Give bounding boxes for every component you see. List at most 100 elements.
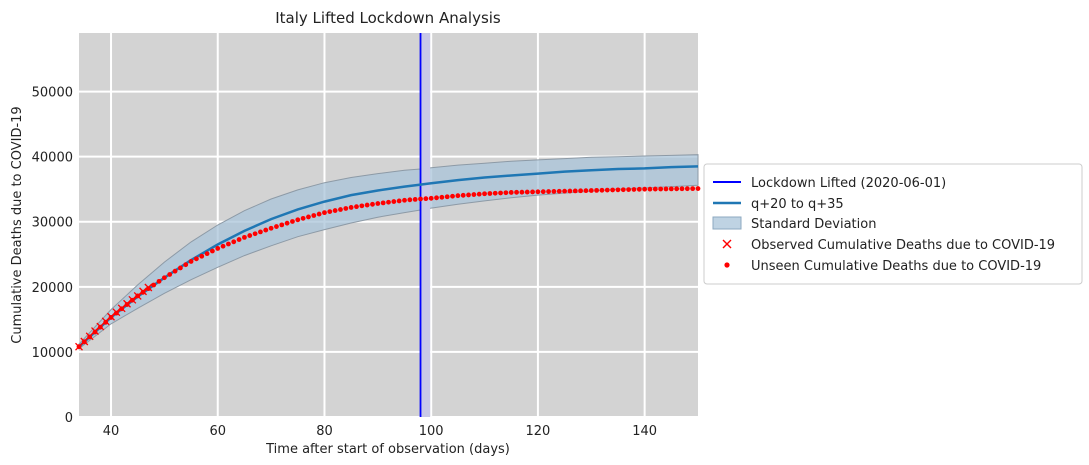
unseen-marker [119, 306, 125, 312]
unseen-marker [455, 193, 461, 199]
unseen-marker [386, 199, 391, 205]
x-axis-label: Time after start of observation (days) [265, 442, 510, 457]
lockdown-line [419, 33, 431, 417]
unseen-marker [674, 186, 680, 192]
legend-label-band: Standard Deviation [751, 217, 876, 232]
unseen-marker [359, 203, 365, 209]
unseen-marker [327, 209, 333, 214]
std-band [78, 154, 699, 350]
unseen-marker [551, 189, 557, 194]
x-ticks: 40 60 80 100 120 140 [103, 424, 657, 439]
unseen-marker [684, 186, 690, 192]
unseen-marker [124, 302, 130, 307]
unseen-marker [274, 224, 279, 229]
unseen-marker [562, 188, 567, 194]
unseen-marker [567, 188, 573, 194]
y-tick-label: 20000 [32, 281, 73, 296]
x-tick-label: 40 [103, 424, 120, 439]
unseen-marker [156, 278, 162, 284]
unseen-marker [188, 259, 194, 264]
unseen-marker [231, 239, 237, 245]
unseen-marker [316, 211, 322, 217]
unseen-marker [247, 233, 253, 238]
unseen-marker [444, 194, 450, 200]
unseen-marker [81, 339, 87, 345]
unseen-marker [519, 189, 525, 195]
unseen-marker [434, 195, 439, 201]
unseen-marker [306, 214, 311, 220]
unseen-marker [652, 186, 658, 192]
unseen-marker [226, 241, 231, 247]
legend-label-lockdown: Lockdown Lifted (2020-06-01) [751, 176, 946, 191]
std-band-area [78, 154, 699, 350]
unseen-marker [236, 237, 242, 242]
unseen-marker [204, 251, 210, 257]
unseen-marker [423, 196, 429, 202]
unseen-marker [322, 210, 327, 216]
legend-swatch-band [712, 216, 742, 230]
unseen-marker [332, 208, 338, 213]
unseen-marker [540, 189, 546, 195]
plot-background [79, 33, 698, 417]
unseen-marker [642, 186, 648, 192]
unseen-marker [300, 215, 306, 221]
unseen-marker [482, 191, 487, 197]
chart-title: Italy Lifted Lockdown Analysis [275, 9, 501, 27]
unseen-marker [498, 190, 503, 196]
unseen-marker [210, 248, 215, 254]
unseen-marker [129, 297, 135, 303]
x-tick-label: 140 [632, 424, 657, 439]
unseen-marker [258, 229, 263, 235]
unseen-marker [583, 188, 589, 194]
unseen-markers [76, 186, 701, 350]
unseen-marker [535, 189, 541, 195]
legend: Lockdown Lifted (2020-06-01) q+20 to q+3… [703, 163, 1083, 285]
unseen-marker [380, 200, 386, 206]
unseen-marker [604, 187, 610, 193]
unseen-marker [647, 186, 653, 192]
legend-swatch-observed [722, 239, 732, 249]
unseen-marker [588, 188, 594, 193]
unseen-marker [450, 193, 455, 199]
unseen-marker [140, 289, 146, 295]
unseen-marker [284, 220, 290, 226]
unseen-marker [220, 243, 226, 249]
unseen-marker [466, 192, 471, 198]
unseen-marker [594, 187, 600, 193]
unseen-marker [599, 187, 605, 193]
unseen-marker [690, 186, 696, 192]
unseen-marker [290, 219, 295, 224]
unseen-marker [199, 253, 205, 259]
unseen-marker [615, 187, 621, 193]
unseen-marker [193, 256, 199, 262]
y-tick-label: 10000 [32, 346, 73, 361]
legend-label-unseen: Unseen Cumulative Deaths due to COVID-19 [751, 259, 1041, 274]
unseen-marker [610, 187, 616, 193]
unseen-marker [503, 190, 509, 196]
unseen-marker [113, 310, 119, 316]
x-tick-label: 80 [316, 424, 333, 439]
unseen-marker [487, 191, 493, 196]
unseen-marker [658, 186, 664, 192]
unseen-marker [668, 186, 674, 192]
unseen-marker [412, 197, 418, 202]
unseen-marker [460, 192, 466, 198]
unseen-marker [626, 187, 632, 192]
unseen-marker [476, 191, 482, 197]
unseen-marker [631, 187, 637, 192]
unseen-marker [177, 265, 183, 271]
unseen-marker [76, 344, 82, 350]
unseen-marker [242, 234, 247, 240]
unseen-marker [428, 195, 434, 201]
unseen-marker [471, 192, 477, 197]
legend-swatch-unseen [724, 262, 730, 268]
unseen-marker [572, 188, 578, 194]
legend-label-fit: q+20 to q+35 [751, 197, 844, 212]
x-tick-label: 100 [419, 424, 444, 439]
unseen-marker [439, 194, 445, 200]
unseen-marker [343, 206, 349, 211]
lockdown-strip [420, 33, 431, 417]
unseen-marker [402, 197, 407, 203]
unseen-marker [268, 225, 274, 231]
unseen-marker [418, 196, 423, 202]
